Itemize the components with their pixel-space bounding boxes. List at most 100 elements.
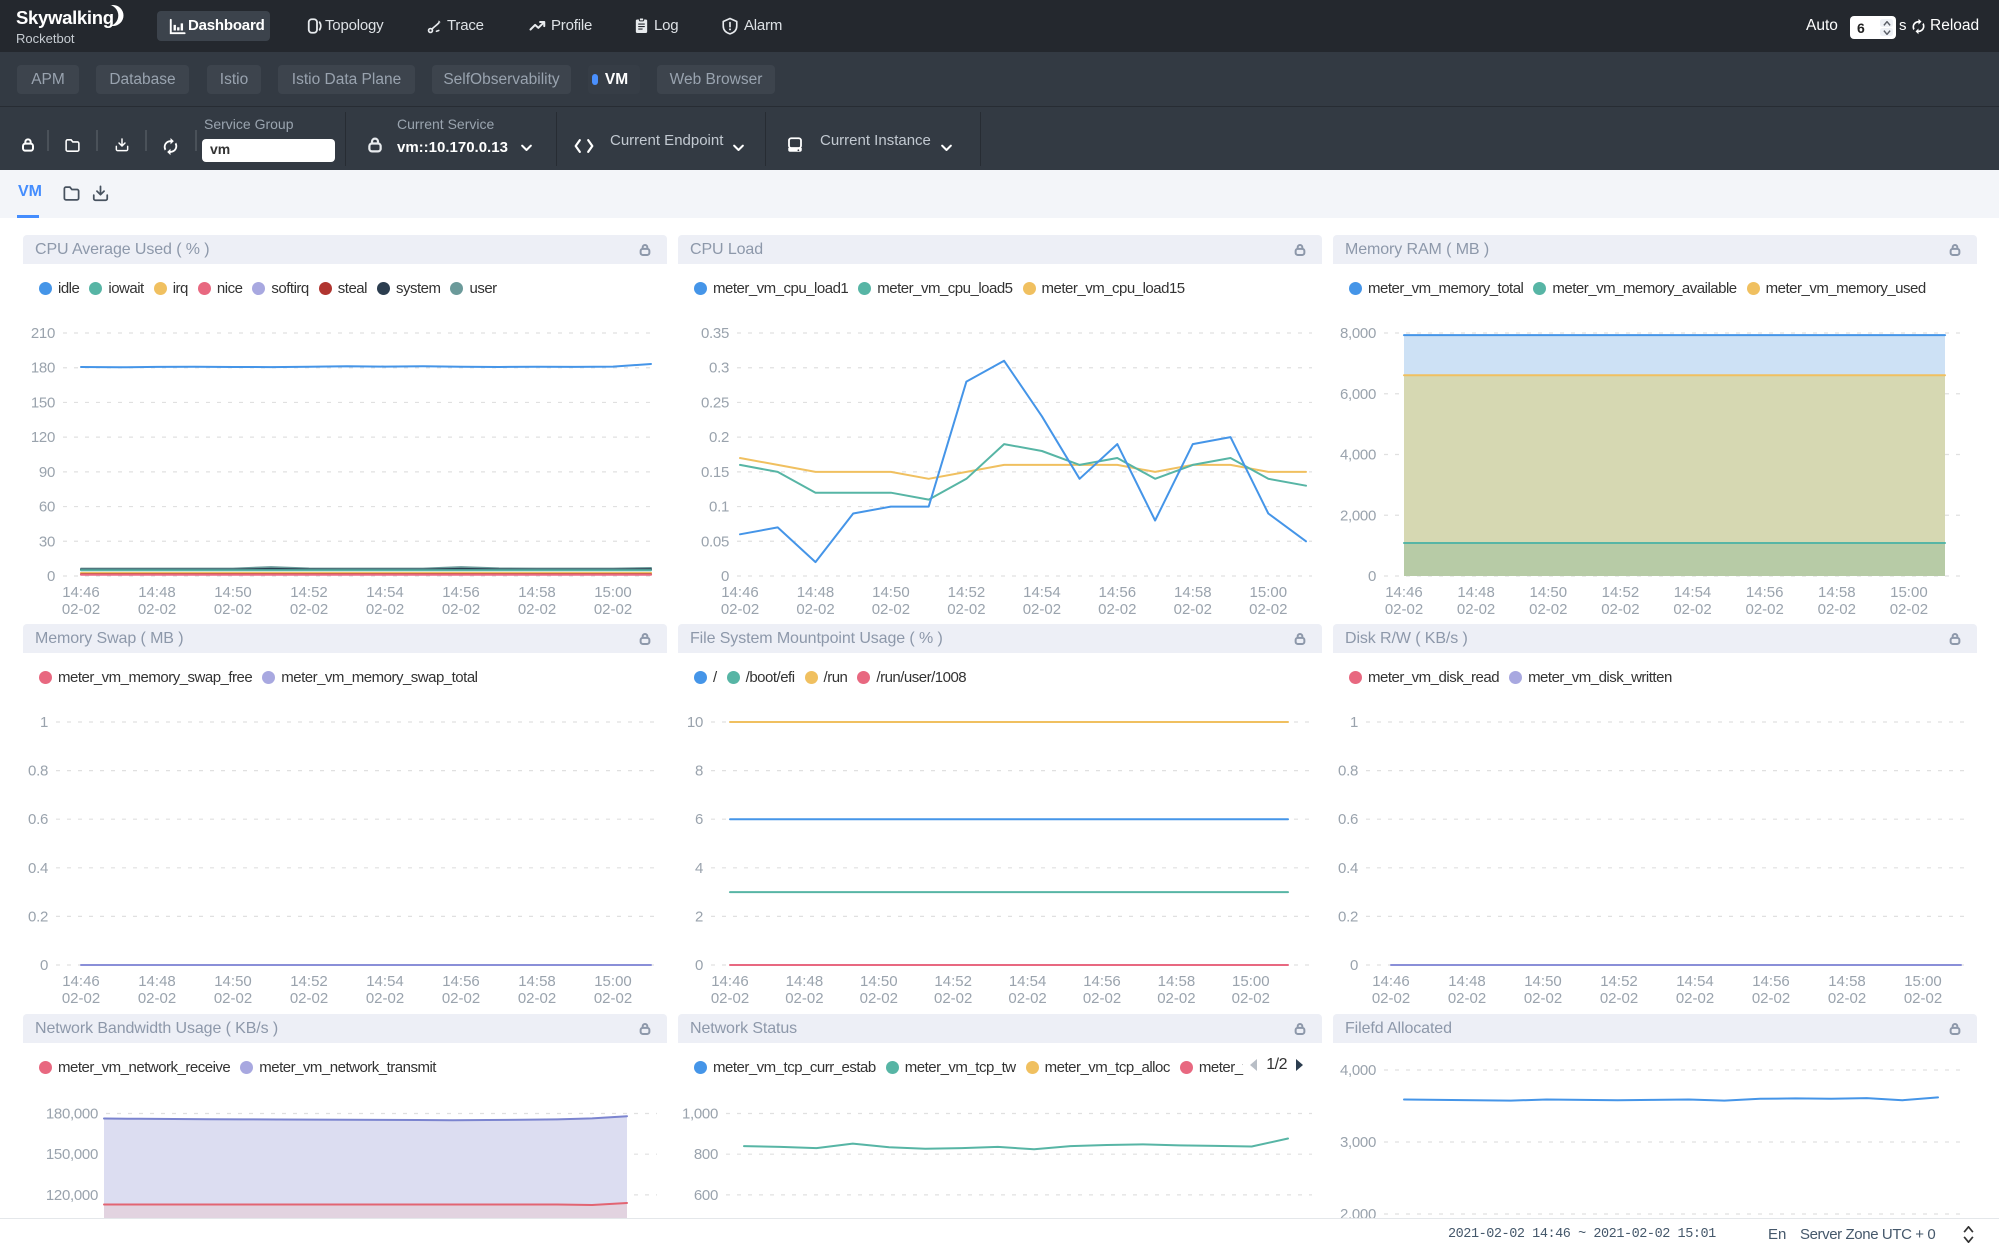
svg-text:14:52: 14:52 — [290, 584, 328, 601]
svg-text:02-02: 02-02 — [366, 990, 404, 1007]
svg-text:14:52: 14:52 — [1602, 584, 1640, 601]
svg-text:0: 0 — [721, 568, 729, 585]
svg-text:0.6: 0.6 — [28, 811, 48, 828]
svg-text:02-02: 02-02 — [1673, 601, 1711, 618]
svg-text:14:52: 14:52 — [1600, 973, 1638, 990]
svg-text:15:00: 15:00 — [1250, 584, 1288, 601]
svg-text:0.2: 0.2 — [1338, 908, 1358, 925]
svg-text:14:58: 14:58 — [1828, 973, 1866, 990]
svg-text:14:46: 14:46 — [1372, 973, 1410, 990]
svg-text:02-02: 02-02 — [1023, 601, 1061, 618]
svg-text:14:58: 14:58 — [1158, 973, 1196, 990]
svg-text:0.3: 0.3 — [709, 360, 729, 377]
svg-text:0: 0 — [47, 568, 55, 585]
svg-text:0.2: 0.2 — [709, 429, 729, 446]
svg-text:14:56: 14:56 — [1083, 973, 1121, 990]
svg-text:4,000: 4,000 — [1340, 1062, 1376, 1079]
svg-text:0.2: 0.2 — [28, 908, 48, 925]
svg-text:02-02: 02-02 — [1232, 990, 1270, 1007]
svg-text:600: 600 — [694, 1187, 718, 1204]
svg-text:14:56: 14:56 — [1752, 973, 1790, 990]
svg-text:02-02: 02-02 — [1174, 601, 1212, 618]
svg-text:60: 60 — [39, 499, 55, 516]
svg-text:02-02: 02-02 — [1385, 601, 1423, 618]
svg-text:14:50: 14:50 — [872, 584, 910, 601]
svg-text:120: 120 — [31, 429, 55, 446]
svg-text:0.8: 0.8 — [1338, 763, 1358, 780]
svg-text:15:00: 15:00 — [1890, 584, 1928, 601]
svg-text:02-02: 02-02 — [785, 990, 823, 1007]
svg-text:8: 8 — [695, 763, 703, 780]
svg-text:02-02: 02-02 — [872, 601, 910, 618]
svg-text:14:54: 14:54 — [1676, 973, 1714, 990]
svg-text:14:48: 14:48 — [1448, 973, 1486, 990]
svg-text:14:46: 14:46 — [62, 584, 100, 601]
svg-text:0.6: 0.6 — [1338, 811, 1358, 828]
svg-text:15:00: 15:00 — [1232, 973, 1270, 990]
svg-text:02-02: 02-02 — [934, 990, 972, 1007]
svg-text:02-02: 02-02 — [1524, 990, 1562, 1007]
svg-text:0.4: 0.4 — [28, 860, 48, 877]
svg-text:14:46: 14:46 — [62, 973, 100, 990]
svg-text:3,000: 3,000 — [1340, 1134, 1376, 1151]
svg-text:180,000: 180,000 — [46, 1106, 98, 1123]
svg-text:90: 90 — [39, 464, 55, 481]
svg-text:02-02: 02-02 — [1818, 601, 1856, 618]
svg-text:14:48: 14:48 — [786, 973, 824, 990]
svg-text:0.8: 0.8 — [28, 763, 48, 780]
svg-text:02-02: 02-02 — [518, 601, 556, 618]
svg-text:02-02: 02-02 — [1008, 990, 1046, 1007]
svg-text:14:50: 14:50 — [214, 973, 252, 990]
svg-text:02-02: 02-02 — [62, 990, 100, 1007]
svg-text:1,000: 1,000 — [682, 1106, 718, 1123]
svg-text:0.4: 0.4 — [1338, 860, 1358, 877]
svg-text:0: 0 — [1350, 957, 1358, 974]
svg-text:02-02: 02-02 — [721, 601, 759, 618]
svg-text:14:46: 14:46 — [1385, 584, 1423, 601]
svg-text:14:54: 14:54 — [1023, 584, 1061, 601]
svg-text:1: 1 — [1350, 714, 1358, 731]
svg-text:0.15: 0.15 — [701, 464, 729, 481]
svg-text:0: 0 — [40, 957, 48, 974]
svg-text:14:52: 14:52 — [948, 584, 986, 601]
svg-text:0: 0 — [1368, 568, 1376, 585]
svg-text:14:54: 14:54 — [1009, 973, 1047, 990]
svg-text:14:54: 14:54 — [366, 973, 404, 990]
svg-text:02-02: 02-02 — [518, 990, 556, 1007]
svg-text:02-02: 02-02 — [1746, 601, 1784, 618]
svg-text:02-02: 02-02 — [214, 990, 252, 1007]
svg-text:02-02: 02-02 — [442, 601, 480, 618]
svg-text:02-02: 02-02 — [711, 990, 749, 1007]
svg-text:14:48: 14:48 — [138, 973, 176, 990]
svg-text:14:56: 14:56 — [1746, 584, 1784, 601]
svg-text:02-02: 02-02 — [1676, 990, 1714, 1007]
svg-text:4,000: 4,000 — [1340, 447, 1376, 464]
svg-text:180: 180 — [31, 360, 55, 377]
svg-text:0.05: 0.05 — [701, 533, 729, 550]
svg-text:30: 30 — [39, 533, 55, 550]
svg-text:120,000: 120,000 — [46, 1187, 98, 1204]
svg-text:02-02: 02-02 — [1457, 601, 1495, 618]
svg-text:0.1: 0.1 — [709, 499, 729, 516]
svg-text:14:46: 14:46 — [711, 973, 749, 990]
svg-text:2: 2 — [695, 908, 703, 925]
svg-text:4: 4 — [695, 860, 703, 877]
svg-text:10: 10 — [687, 714, 703, 731]
svg-text:800: 800 — [694, 1146, 718, 1163]
svg-text:150,000: 150,000 — [46, 1146, 98, 1163]
svg-text:02-02: 02-02 — [860, 990, 898, 1007]
svg-text:14:54: 14:54 — [1674, 584, 1712, 601]
svg-text:0.35: 0.35 — [701, 325, 729, 342]
svg-text:14:58: 14:58 — [518, 584, 556, 601]
svg-text:02-02: 02-02 — [1529, 601, 1567, 618]
svg-text:2,000: 2,000 — [1340, 507, 1376, 524]
svg-text:02-02: 02-02 — [214, 601, 252, 618]
svg-text:02-02: 02-02 — [1601, 601, 1639, 618]
svg-text:1: 1 — [40, 714, 48, 731]
svg-text:14:50: 14:50 — [860, 973, 898, 990]
svg-text:02-02: 02-02 — [1752, 990, 1790, 1007]
svg-text:8,000: 8,000 — [1340, 325, 1376, 342]
svg-text:02-02: 02-02 — [442, 990, 480, 1007]
svg-text:14:48: 14:48 — [138, 584, 176, 601]
svg-text:15:00: 15:00 — [594, 973, 632, 990]
